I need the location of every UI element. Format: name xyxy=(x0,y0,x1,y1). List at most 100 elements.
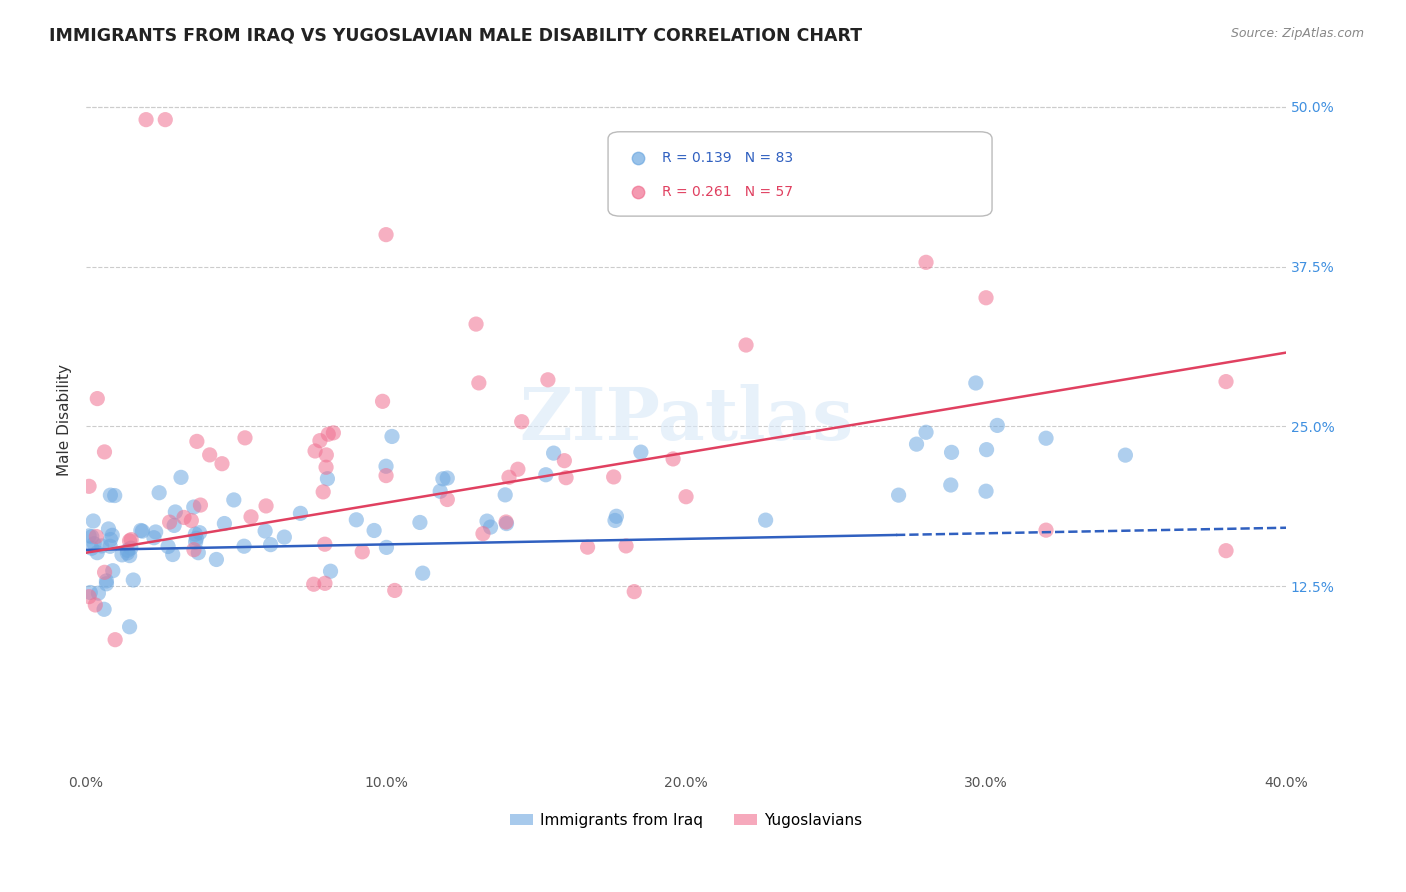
Point xyxy=(187,546,209,560)
Point xyxy=(120,533,142,547)
Legend: Immigrants from Iraq, Yugoslavians: Immigrants from Iraq, Yugoslavians xyxy=(503,806,869,834)
Point xyxy=(302,577,325,591)
Point xyxy=(93,566,115,580)
Point xyxy=(117,546,139,560)
Point xyxy=(939,478,962,492)
Point xyxy=(142,531,165,545)
Point xyxy=(118,533,141,548)
Point xyxy=(555,471,578,485)
Point xyxy=(86,546,108,560)
Point xyxy=(375,468,398,483)
Text: R = 0.139   N = 83: R = 0.139 N = 83 xyxy=(662,152,793,166)
Point xyxy=(198,448,221,462)
Point xyxy=(186,434,208,449)
Point xyxy=(96,576,118,591)
Point xyxy=(98,539,121,553)
Point xyxy=(79,585,101,599)
Point xyxy=(222,492,245,507)
Point xyxy=(77,479,100,493)
Point xyxy=(93,445,115,459)
Point xyxy=(409,516,432,530)
Point xyxy=(614,539,637,553)
Point xyxy=(86,392,108,406)
Point xyxy=(87,586,110,600)
Point xyxy=(675,490,697,504)
Point xyxy=(316,427,339,442)
Point xyxy=(1035,523,1057,537)
Point xyxy=(80,541,103,556)
Point xyxy=(495,516,517,531)
Point xyxy=(976,442,998,457)
Point xyxy=(145,524,167,539)
Text: IMMIGRANTS FROM IRAQ VS YUGOSLAVIAN MALE DISABILITY CORRELATION CHART: IMMIGRANTS FROM IRAQ VS YUGOSLAVIAN MALE… xyxy=(49,27,862,45)
Point xyxy=(735,338,758,352)
Point xyxy=(603,513,626,527)
Point xyxy=(77,590,100,604)
Point xyxy=(974,484,997,499)
Point xyxy=(553,453,575,467)
Point xyxy=(96,574,118,588)
Point xyxy=(259,538,281,552)
Point xyxy=(432,472,454,486)
Y-axis label: Male Disability: Male Disability xyxy=(58,364,72,476)
Point xyxy=(315,460,337,475)
Point xyxy=(986,418,1008,433)
Text: ZIPatlas: ZIPatlas xyxy=(519,384,853,456)
FancyBboxPatch shape xyxy=(607,132,993,216)
Point xyxy=(974,291,997,305)
Point xyxy=(381,429,404,443)
Point xyxy=(233,431,256,445)
Point xyxy=(1215,375,1237,389)
Point xyxy=(163,518,186,533)
Point xyxy=(240,509,263,524)
Point xyxy=(183,542,205,557)
Point xyxy=(506,462,529,476)
Point xyxy=(915,255,938,269)
Point xyxy=(214,516,236,531)
Text: Source: ZipAtlas.com: Source: ZipAtlas.com xyxy=(1230,27,1364,40)
Point xyxy=(186,531,208,545)
Point xyxy=(180,514,202,528)
Point xyxy=(211,457,233,471)
Point xyxy=(183,500,205,514)
Point xyxy=(314,537,336,551)
Point xyxy=(965,376,987,390)
Point xyxy=(157,540,180,554)
Point xyxy=(755,513,778,527)
Point xyxy=(90,539,112,553)
Point xyxy=(465,317,488,331)
Point xyxy=(233,539,256,553)
Point xyxy=(188,525,211,540)
Point xyxy=(312,484,335,499)
Point xyxy=(100,533,122,547)
Point xyxy=(371,394,394,409)
Point xyxy=(352,545,374,559)
Point xyxy=(80,530,103,544)
Point xyxy=(941,445,963,459)
Point xyxy=(159,515,181,529)
Point xyxy=(887,488,910,502)
Point xyxy=(576,540,599,554)
Point xyxy=(77,529,100,543)
Point xyxy=(93,602,115,616)
Point xyxy=(468,376,491,390)
Point xyxy=(304,444,326,458)
Point xyxy=(316,472,339,486)
Point xyxy=(118,620,141,634)
Point xyxy=(915,425,938,440)
Point xyxy=(131,524,153,538)
Point xyxy=(314,576,336,591)
Point xyxy=(290,507,312,521)
Point xyxy=(384,583,406,598)
Point xyxy=(1035,431,1057,445)
Point xyxy=(101,564,124,578)
Point xyxy=(479,520,502,534)
Point xyxy=(1114,448,1136,462)
Point xyxy=(117,543,139,558)
Point xyxy=(118,549,141,563)
Point xyxy=(100,488,122,502)
Point xyxy=(97,522,120,536)
Point xyxy=(630,445,652,459)
Point xyxy=(375,541,398,555)
Point xyxy=(84,598,107,612)
